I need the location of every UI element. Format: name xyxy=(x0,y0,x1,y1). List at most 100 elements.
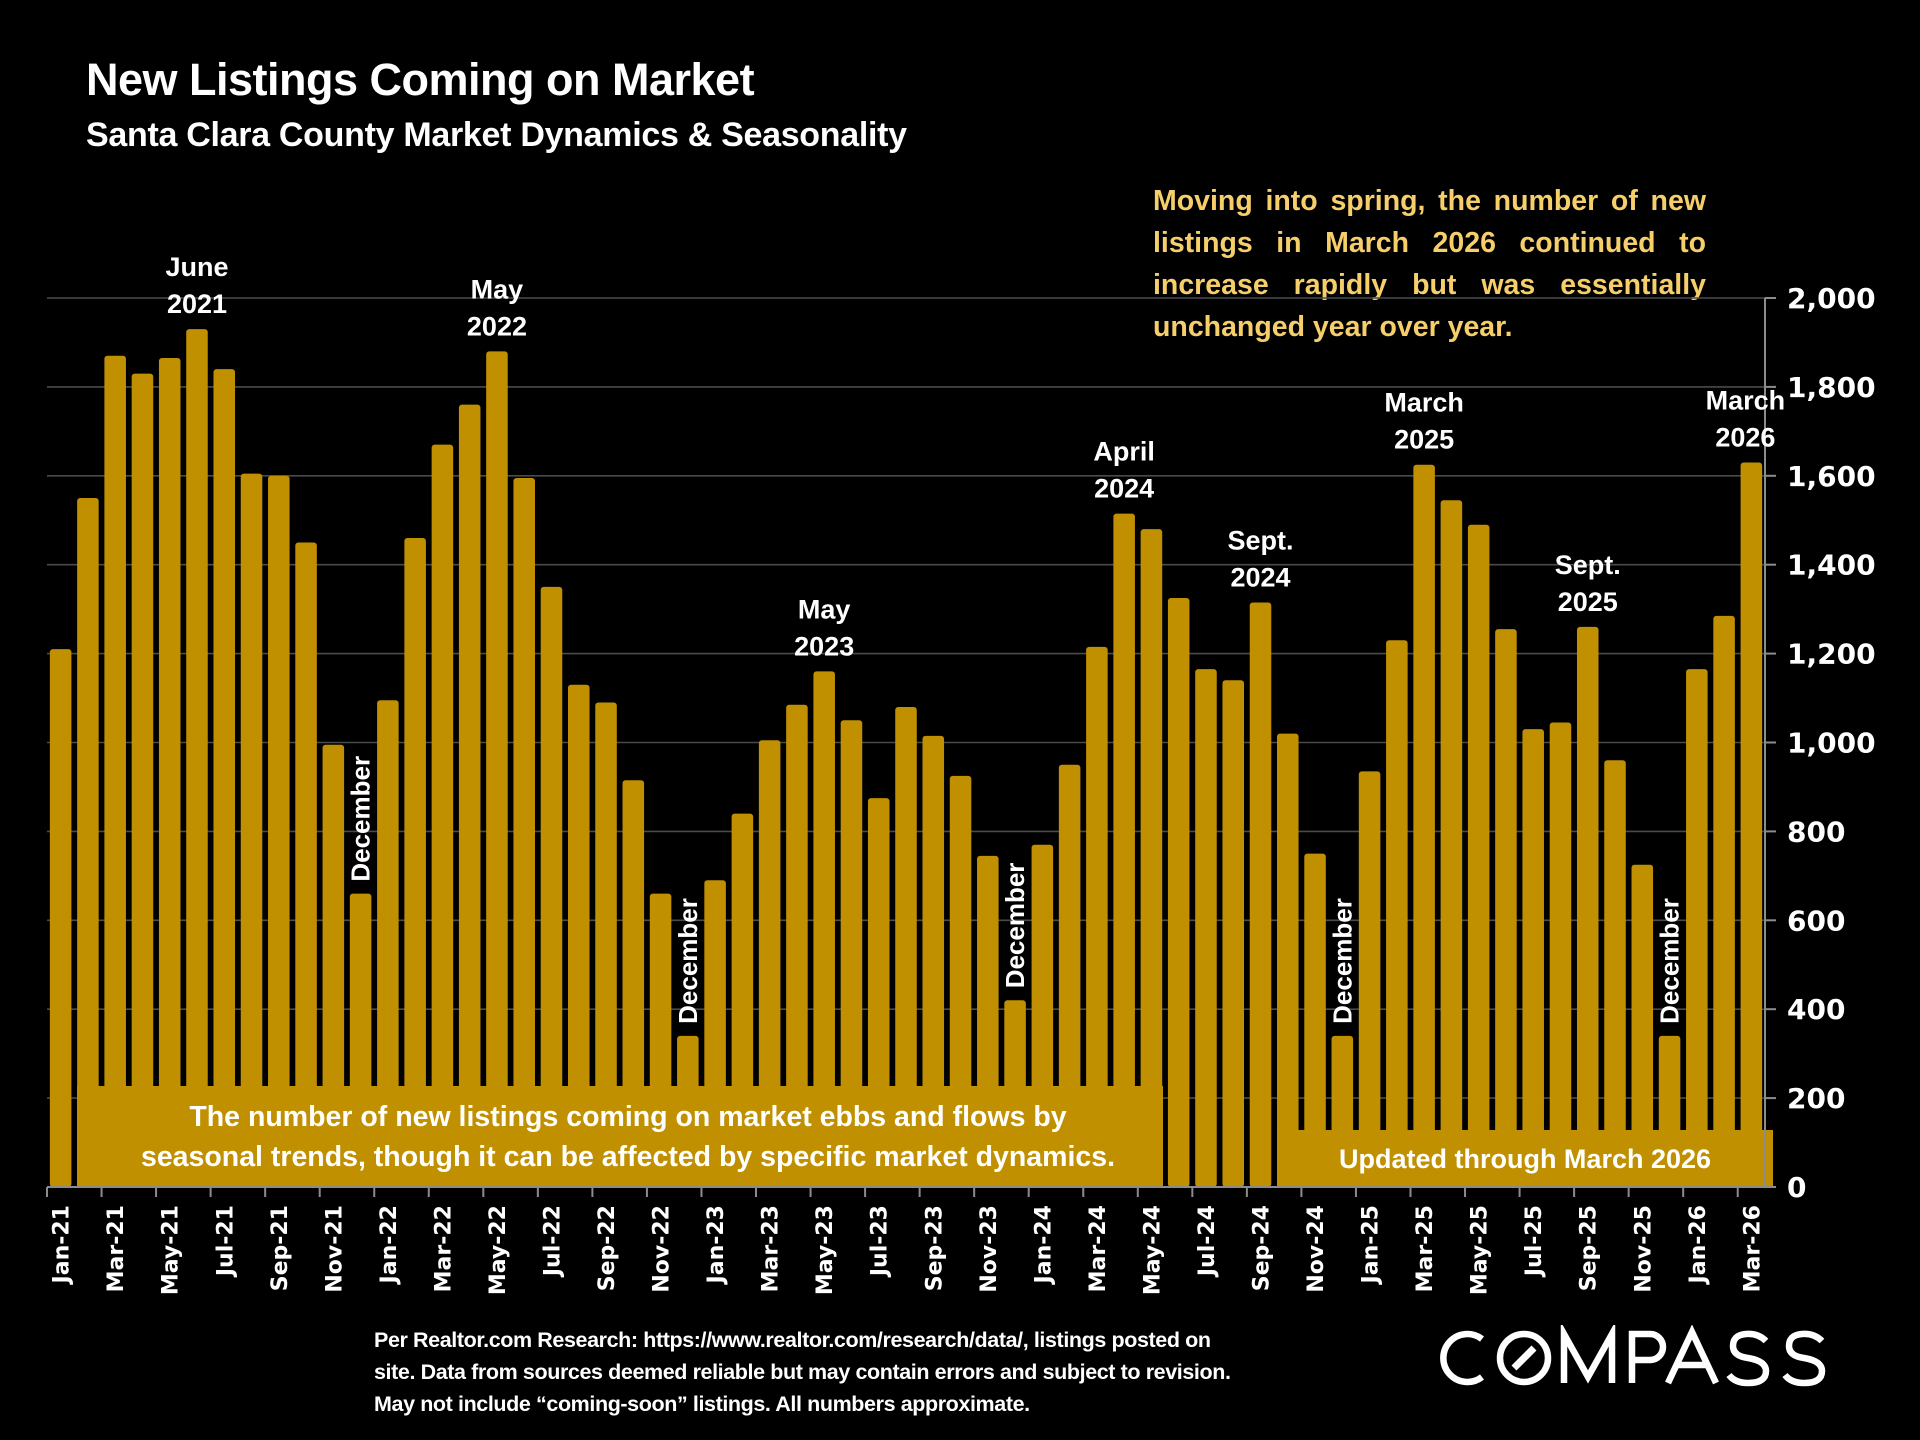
bar-Feb-21 xyxy=(77,498,99,1187)
bar-Mar-22 xyxy=(431,444,454,1187)
logo-letter-s1 xyxy=(1726,1330,1770,1387)
bar-Jul-25 xyxy=(1522,729,1544,1187)
y-tick-label: 800 xyxy=(1787,815,1845,848)
x-tick-label: Jul-23 xyxy=(868,1205,893,1278)
y-tick-label: 1,400 xyxy=(1787,549,1876,582)
bar-Nov-25 xyxy=(1631,864,1654,1187)
bar-Jan-21 xyxy=(49,649,72,1187)
bar-Jun-21 xyxy=(186,329,208,1187)
axes xyxy=(46,297,1776,1197)
y-tick-label: 400 xyxy=(1787,993,1845,1026)
bar-Jan-22 xyxy=(377,700,399,1187)
peak-label: 2025 xyxy=(1394,425,1454,455)
bar-Jan-26 xyxy=(1686,669,1708,1187)
bar-Aug-21 xyxy=(240,473,263,1187)
bar-Jul-22 xyxy=(540,586,563,1187)
x-tick-label: Jul-21 xyxy=(213,1205,238,1278)
bar-Jun-23 xyxy=(840,720,863,1187)
x-tick-label: Nov-23 xyxy=(977,1205,1002,1293)
y-tick-labels: 0 200 400 600 800 1,000 1,200 1,400 1,600 1,800 2,… xyxy=(1787,282,1876,1204)
y-tick-label: 1,600 xyxy=(1787,460,1876,493)
x-tick-label: Mar-23 xyxy=(759,1205,784,1292)
chart-subtitle: Santa Clara County Market Dynamics & Sea… xyxy=(86,116,907,154)
bar-May-24 xyxy=(1140,529,1163,1187)
logo-letter-c xyxy=(1440,1330,1484,1386)
bar-Aug-22 xyxy=(567,684,590,1187)
peak-label: 2024 xyxy=(1094,474,1154,504)
bar-May-23 xyxy=(813,671,835,1187)
x-tick-label: May-24 xyxy=(1140,1205,1165,1295)
bar-Jun-24 xyxy=(1167,598,1190,1187)
x-tick-label: Nov-21 xyxy=(322,1205,347,1293)
x-tick-label: Jan-24 xyxy=(1031,1205,1056,1285)
x-tick-label: Jan-23 xyxy=(704,1205,729,1285)
logo-letter-s2 xyxy=(1782,1330,1826,1387)
bar-Aug-25 xyxy=(1549,722,1572,1187)
bar-Apr-21 xyxy=(131,373,154,1187)
peak-label: 2023 xyxy=(794,631,854,661)
bar-Oct-23 xyxy=(949,775,972,1187)
bar-Apr-24 xyxy=(1113,513,1135,1187)
bar-Apr-25 xyxy=(1440,500,1463,1187)
bar-Mar-24 xyxy=(1086,646,1108,1187)
peak-label: March xyxy=(1384,388,1464,418)
bar-Oct-24 xyxy=(1277,733,1299,1187)
x-tick-label: Jan-25 xyxy=(1359,1205,1384,1285)
x-tick-label: May-25 xyxy=(1468,1205,1493,1295)
peak-label: 2024 xyxy=(1230,562,1290,592)
bar-Sep-25 xyxy=(1576,626,1599,1187)
bar-Sep-24 xyxy=(1249,602,1272,1187)
x-tick-label: Jul-24 xyxy=(1195,1205,1220,1278)
x-tick-labels: Jan-21 Mar-21 May-21 Jul-21 Sep-21 Nov-21 Jan-… xyxy=(50,1205,1766,1295)
logo-letter-a xyxy=(1665,1325,1719,1385)
y-tick-label: 1,000 xyxy=(1787,727,1876,760)
source-footnote: Per Realtor.com Research: https://www.re… xyxy=(374,1324,1374,1420)
y-tick-label: 1,800 xyxy=(1787,371,1876,404)
bar-Jun-25 xyxy=(1495,629,1517,1187)
x-tick-label: Jan-21 xyxy=(50,1205,75,1285)
x-tick-label: Sep-25 xyxy=(1577,1205,1602,1291)
x-tick-label: May-21 xyxy=(159,1205,184,1295)
peak-label: Sept. xyxy=(1228,525,1294,555)
x-tick-label: May-23 xyxy=(813,1205,838,1295)
december-label: December xyxy=(1327,898,1357,1024)
peak-label: May xyxy=(471,274,524,304)
commentary-note: Moving into spring, the number of new li… xyxy=(1153,185,1706,343)
logo-letter-p xyxy=(1628,1330,1667,1383)
x-tick-label: Nov-24 xyxy=(1304,1205,1329,1293)
bar-Jul-24 xyxy=(1195,669,1217,1187)
december-label: December xyxy=(346,756,376,882)
peak-label: June xyxy=(165,252,228,282)
footnote-line: site. Data from sources deemed reliable … xyxy=(374,1360,1231,1384)
compass-logo xyxy=(1440,1325,1826,1387)
y-tick-label: 600 xyxy=(1787,904,1845,937)
peak-label: Sept. xyxy=(1555,550,1621,580)
bar-Mar-21 xyxy=(104,355,126,1187)
bar-Feb-24 xyxy=(1058,764,1081,1187)
logo-letter-m xyxy=(1560,1325,1616,1384)
bar-Oct-21 xyxy=(295,542,317,1187)
x-tick-label: Jan-22 xyxy=(377,1205,402,1285)
x-tick-label: Sep-24 xyxy=(1250,1205,1275,1291)
bar-Sep-22 xyxy=(595,702,617,1187)
x-tick-label: Mar-25 xyxy=(1413,1205,1438,1292)
callout-box-seasonality xyxy=(77,1086,1163,1187)
bar-Nov-24 xyxy=(1304,853,1326,1187)
december-label: December xyxy=(673,898,703,1024)
bar-Jul-21 xyxy=(213,369,236,1187)
x-tick-label: Mar-21 xyxy=(104,1205,129,1292)
bar-Apr-23 xyxy=(786,704,808,1187)
bar-May-25 xyxy=(1467,524,1490,1187)
y-tick-label: 200 xyxy=(1787,1082,1845,1115)
x-tick-label: Mar-24 xyxy=(1086,1205,1111,1292)
x-tick-label: Jul-22 xyxy=(540,1205,565,1278)
callout-box-updated xyxy=(1277,1130,1773,1187)
compass-o-slash-icon xyxy=(1496,1330,1552,1386)
bar-Sep-21 xyxy=(268,475,290,1187)
bar-Sep-23 xyxy=(922,735,945,1187)
bar-Mar-25 xyxy=(1413,464,1435,1187)
x-tick-label: Sep-23 xyxy=(922,1205,947,1291)
footnote-line: May not include “coming-soon” listings. … xyxy=(374,1392,1030,1416)
bars xyxy=(49,329,1763,1188)
